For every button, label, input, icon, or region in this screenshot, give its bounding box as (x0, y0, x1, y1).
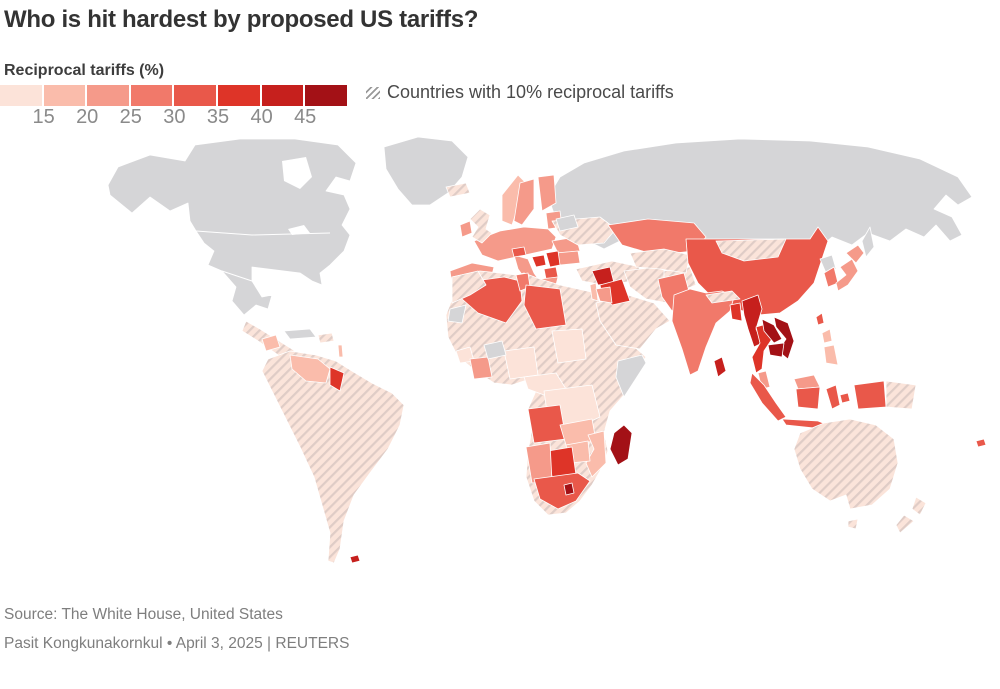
country-nepal (705, 290, 741, 304)
country-hispaniola (317, 332, 335, 344)
country-jordan (595, 286, 613, 304)
country-fiji (975, 438, 987, 448)
byline: Pasit Kongkunakornkul • April 3, 2025 | … (4, 635, 350, 652)
country-new-zealand-south (895, 514, 915, 534)
legend-tick-35: 35 (206, 106, 230, 128)
legend-swatch-4 (174, 85, 216, 106)
country-mozambique (585, 430, 607, 478)
country-saudi-arabia (595, 294, 671, 350)
country-western-sahara (447, 304, 467, 324)
world-choropleth-map (0, 133, 1000, 595)
legend-swatch-5 (217, 85, 260, 106)
country-tasmania (847, 518, 859, 530)
legend-swatch-2 (87, 85, 129, 106)
country-laos (761, 318, 783, 344)
country-sweden (513, 178, 535, 226)
country-sri-lanka (713, 356, 727, 378)
country-belarus (555, 214, 579, 232)
country-taiwan (815, 312, 825, 326)
country-switzerland (511, 246, 527, 258)
country-vietnam (773, 316, 795, 360)
country-indonesia-sulawesi (825, 384, 841, 410)
country-philippines-luzon (821, 328, 833, 344)
hatch-legend-label: Countries with 10% reciprocal tariffs (387, 82, 674, 102)
country-mongolia (715, 238, 787, 262)
legend-tick-15: 15 (32, 106, 55, 128)
country-australia (793, 418, 899, 510)
country-papua-new-guinea (885, 380, 917, 410)
country-somalia (615, 354, 647, 398)
country-madagascar (609, 424, 633, 466)
country-north-america (107, 138, 357, 316)
country-new-zealand-north (911, 496, 927, 516)
lesser-antilles (337, 344, 344, 358)
country-botswana (547, 446, 577, 478)
us-mexico-border (221, 270, 253, 282)
legend-tick-30: 30 (163, 106, 186, 128)
legend-scale-ticks: 15 20 25 30 35 40 45 (0, 106, 360, 130)
legend-swatch-7 (305, 85, 347, 106)
country-indonesia-kalimantan (795, 386, 821, 410)
hudson-bay (282, 157, 312, 189)
legend-swatch-0 (0, 85, 42, 106)
country-finland (537, 174, 557, 212)
country-chad (551, 328, 587, 364)
south-america-hatched-base (261, 350, 405, 564)
legend-swatch-3 (130, 85, 173, 106)
hatch-legend: Countries with 10% reciprocal tariffs (366, 82, 674, 103)
country-libya (523, 284, 567, 330)
country-serbia (545, 250, 561, 268)
country-bosnia (531, 254, 547, 268)
legend-swatch-1 (43, 85, 86, 106)
country-philippines-south (823, 344, 839, 366)
source-footer: Source: The White House, United States P… (4, 600, 349, 658)
country-india (671, 288, 735, 376)
country-russia (547, 138, 973, 254)
source-line: Source: The White House, United States (4, 606, 283, 623)
country-ivory-coast (469, 356, 493, 380)
country-ireland (459, 220, 473, 238)
country-bangladesh (729, 302, 743, 322)
legend-color-scale (0, 85, 347, 106)
country-united-kingdom (469, 208, 493, 244)
country-angola (527, 404, 567, 444)
country-israel (589, 282, 599, 302)
country-indonesia-maluku (839, 392, 851, 404)
country-iceland (445, 182, 471, 198)
chart-title: Who is hit hardest by proposed US tariff… (4, 6, 479, 33)
country-japan (835, 258, 859, 292)
country-lesotho (563, 482, 575, 496)
legend-title: Reciprocal tariffs (%) (4, 62, 165, 79)
legend-tick-20: 20 (76, 106, 99, 128)
country-south-africa (533, 472, 591, 510)
great-lakes (288, 225, 310, 235)
us-canada-border (195, 230, 331, 236)
country-sakhalin (861, 226, 875, 258)
country-falkland-islands (349, 554, 361, 564)
country-nicaragua (261, 334, 281, 352)
country-guyana (329, 366, 345, 392)
country-morocco (451, 270, 487, 304)
country-venezuela (289, 354, 331, 384)
hatch-pattern-icon (366, 86, 380, 99)
country-central-europe (473, 226, 557, 262)
country-burkina-faso (483, 340, 507, 360)
country-central-asia (629, 248, 691, 274)
legend-tick-40: 40 (250, 106, 273, 128)
country-japan-hokkaido (845, 244, 865, 264)
legend-tick-45: 45 (294, 106, 317, 128)
country-cuba (283, 328, 317, 340)
country-nigeria (503, 346, 539, 380)
country-cambodia (767, 342, 785, 358)
country-malaysia-borneo (793, 374, 821, 390)
legend-tick-25: 25 (119, 106, 142, 128)
legend-swatch-6 (261, 85, 304, 106)
country-indonesia-papua (853, 380, 887, 410)
